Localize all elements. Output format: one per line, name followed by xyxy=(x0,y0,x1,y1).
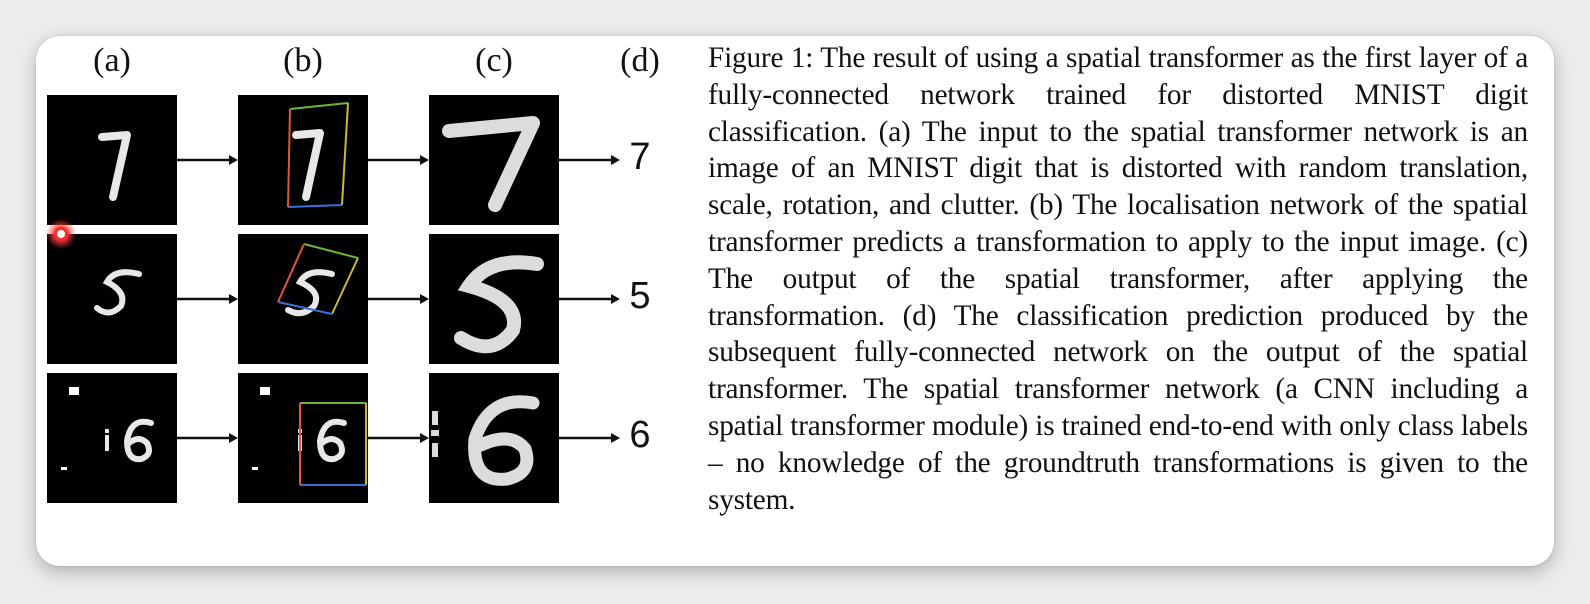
column-label-d: (d) xyxy=(620,42,660,79)
input-image-digit-6 xyxy=(47,373,177,503)
transformed-image-digit-6 xyxy=(429,373,559,503)
arrow-a-to-b-row2 xyxy=(177,289,238,309)
arrow-b-to-c-row2 xyxy=(368,289,429,309)
prediction-row2: 5 xyxy=(629,275,651,317)
localised-image-digit-7 xyxy=(238,95,368,225)
transformed-image-digit-7 xyxy=(429,95,559,225)
figure-card: (a) (b) (c) (d) xyxy=(36,36,1554,566)
prediction-row1: 7 xyxy=(629,136,651,178)
input-image-digit-7 xyxy=(47,95,177,225)
column-label-a: (a) xyxy=(93,42,131,79)
figure-caption: Figure 1: The result of using a spatial … xyxy=(708,42,1528,516)
column-label-b: (b) xyxy=(283,42,323,79)
arrow-c-to-d-row1 xyxy=(559,150,620,170)
transformed-image-digit-5 xyxy=(429,234,559,364)
localised-image-digit-5 xyxy=(238,234,368,364)
arrow-b-to-c-row3 xyxy=(368,428,429,448)
arrow-c-to-d-row2 xyxy=(559,289,620,309)
pointer-cursor-indicator xyxy=(46,219,76,249)
input-image-digit-5 xyxy=(47,234,177,364)
arrow-a-to-b-row1 xyxy=(177,150,238,170)
localised-image-digit-6 xyxy=(238,373,368,503)
arrow-c-to-d-row3 xyxy=(559,428,620,448)
arrow-a-to-b-row3 xyxy=(177,428,238,448)
prediction-row3: 6 xyxy=(629,414,651,456)
column-label-c: (c) xyxy=(475,42,513,79)
arrow-b-to-c-row1 xyxy=(368,150,429,170)
